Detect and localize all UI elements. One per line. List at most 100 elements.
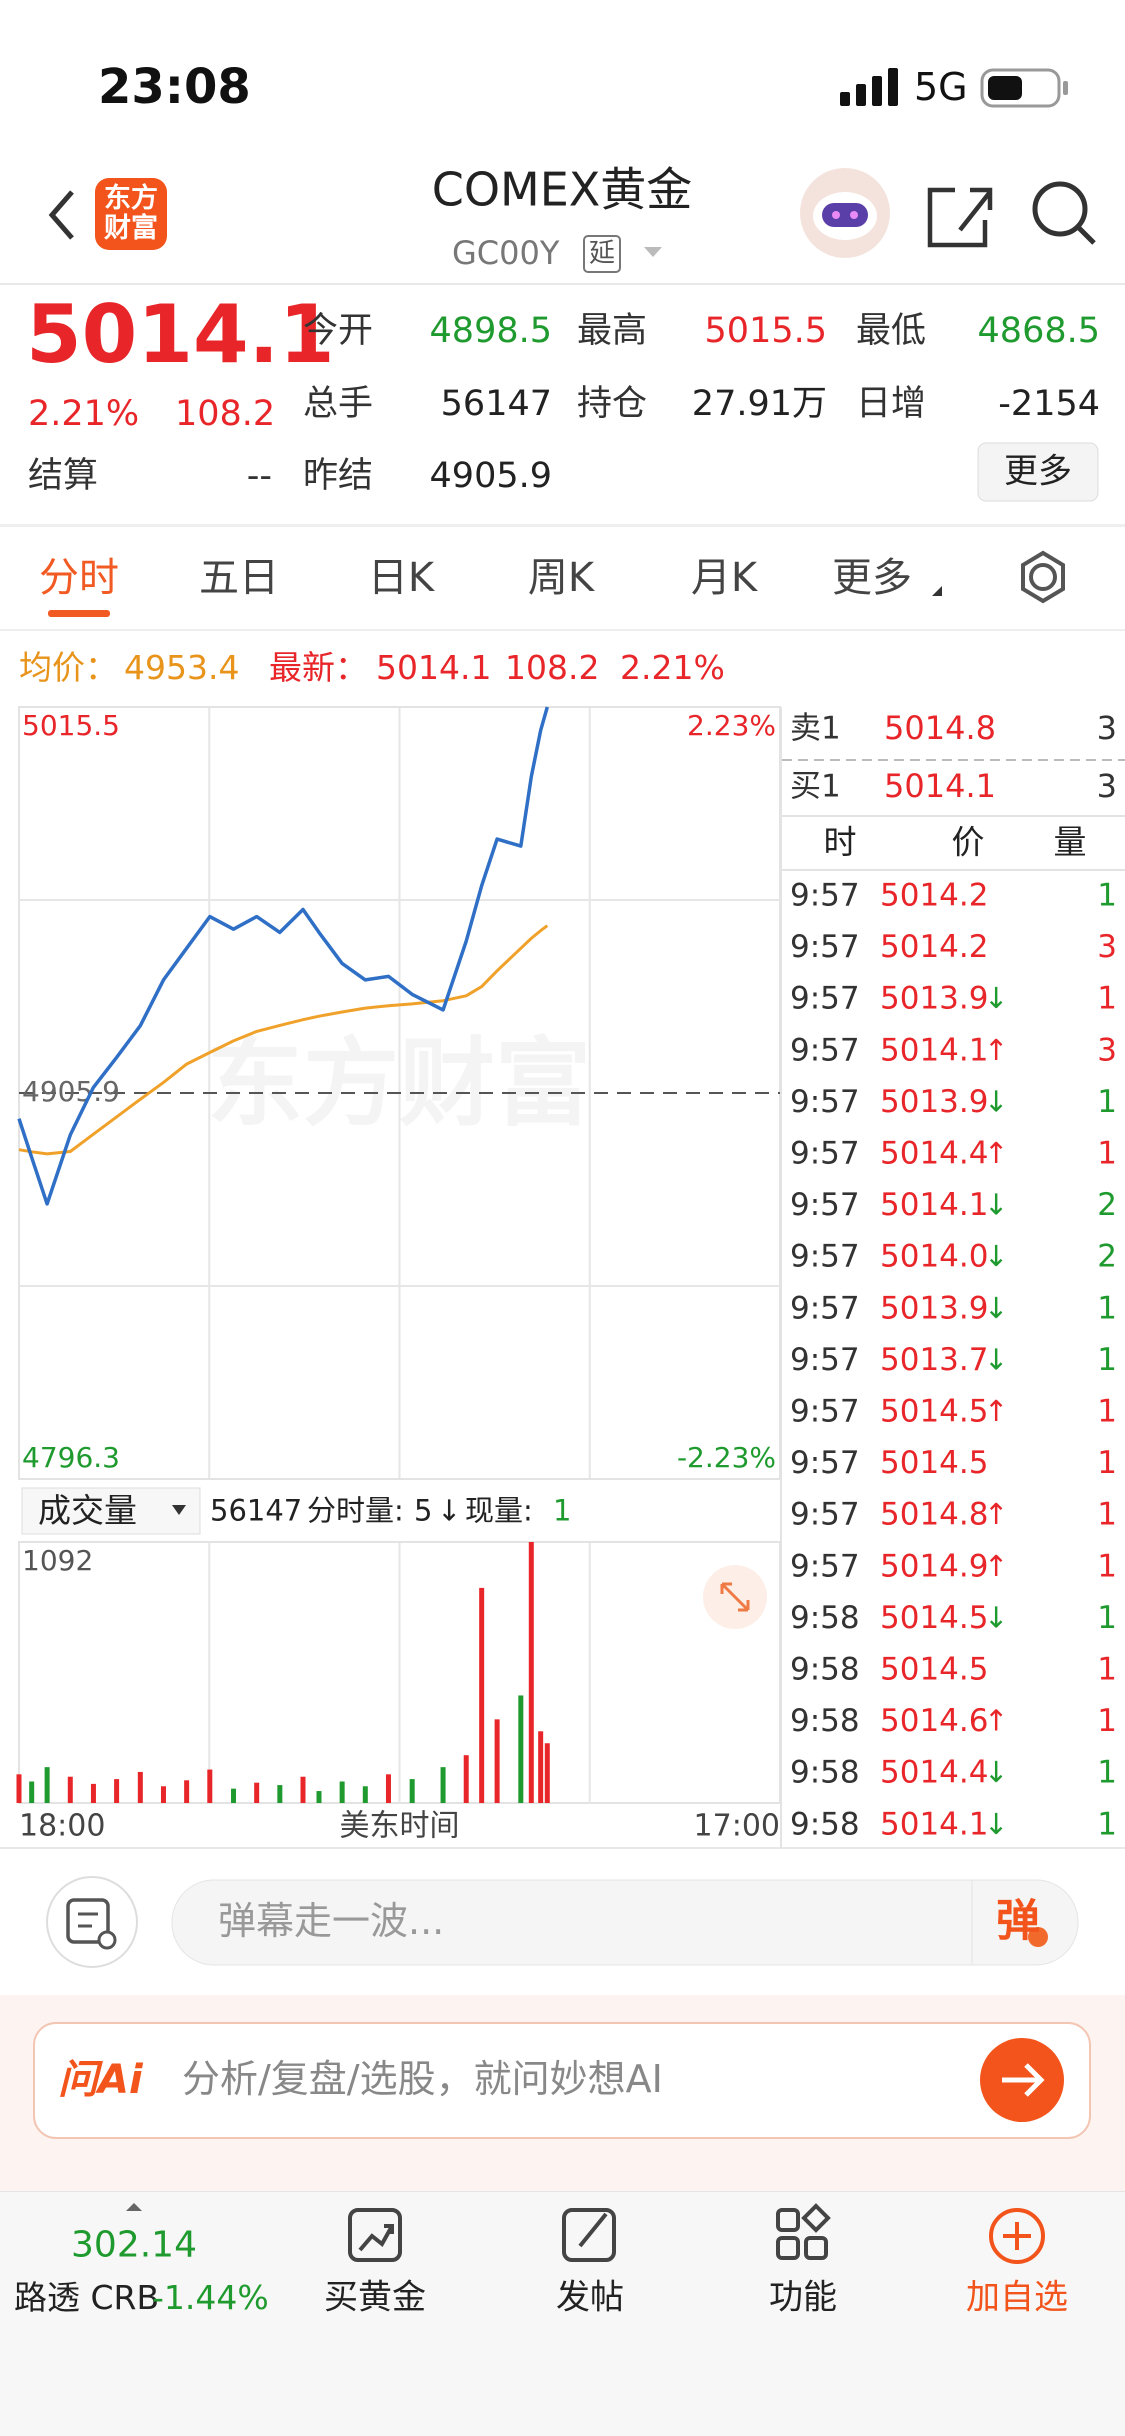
period-tab[interactable]: 月K [690,555,758,601]
trade-qty: 1 [1097,1497,1117,1533]
trade-time: 9:57 [790,1548,860,1584]
index-change[interactable]: -1.44% [152,2278,269,2318]
period-tab[interactable]: 更多 [832,555,912,601]
volume-bar [440,1767,446,1803]
comment-input[interactable] [171,1879,1079,1966]
signal-icon [840,68,898,106]
settle-label: 结算 [28,456,99,496]
comment-icon[interactable] [46,1876,138,1968]
trade-time: 9:57 [790,1394,860,1430]
trade-qty: 2 [1097,1239,1117,1275]
trade-time: 9:58 [790,1600,860,1636]
trade-price: 5014.5 [880,1445,988,1481]
ai-send-button[interactable] [980,2038,1064,2122]
field-label: 今开 [303,311,374,351]
battery-icon [980,68,1068,108]
post-icon[interactable] [562,2208,616,2262]
volume-bar [137,1771,143,1803]
tab-item[interactable]: 加自选 [966,2277,1068,2318]
trade-price: 5014.1 [880,1187,988,1223]
search-button[interactable] [1032,181,1096,245]
volume-bar [160,1786,166,1803]
back-button[interactable] [48,190,74,240]
x-tick-label: 18:00 [19,1809,105,1844]
index-value[interactable]: 302.14 [71,2224,197,2266]
buy-gold-icon[interactable] [348,2208,402,2262]
trade-arrow: ↑ [984,1549,1008,1583]
trade-arrow: ↑ [984,1497,1008,1531]
book-qty: 3 [1097,767,1117,805]
volume-bar [16,1774,22,1803]
change: 108.2 [175,394,276,434]
dropdown-caret[interactable] [644,247,662,257]
trade-arrow: ↓ [984,981,1008,1015]
trade-arrow: ↑ [984,1704,1008,1738]
comment-placeholder[interactable]: 弹幕走一波... [218,1899,445,1944]
avg-price: 4953.4 [124,648,240,688]
danmaku-button[interactable]: 弹 [996,1895,1040,1947]
delay-tag-box [583,235,621,273]
field-label: 最低 [856,311,927,351]
share-button[interactable] [927,187,993,248]
ai-placeholder[interactable]: 分析/复盘/选股，就问妙想AI [182,2057,663,2102]
more-button-box[interactable] [977,442,1099,502]
tab-item[interactable]: 功能 [769,2277,837,2318]
instrument-code: GC00Y [452,233,560,272]
trade-time: 9:57 [790,1342,860,1378]
trade-arrow: ↑ [984,1394,1008,1428]
danmaku-badge [1028,1927,1048,1947]
trade-qty: 1 [1097,1084,1117,1120]
current-volume: 1 [553,1493,572,1528]
volume-bar [409,1779,415,1803]
last-price: 5014.1 [26,288,335,381]
change-pct-info: 2.21% [620,648,725,688]
period-tab[interactable]: 日K [367,555,435,601]
assistant-avatar[interactable] [800,168,890,258]
watchlist-icon[interactable] [989,2208,1045,2264]
trade-qty: 1 [1097,1703,1117,1739]
ai-logo: 问Ai [58,2057,143,2103]
trade-price: 5014.2 [880,878,988,914]
book-qty: 3 [1097,709,1117,747]
last-label: 最新： [269,648,368,688]
trade-qty: 1 [1097,1290,1117,1326]
tab-item[interactable]: 买黄金 [324,2277,426,2318]
pct-label: 2.23% [687,709,776,742]
volume-bar [300,1776,306,1803]
volume-selector-label[interactable]: 成交量 [38,1491,137,1531]
expand-button[interactable] [703,1565,767,1629]
volume-bar [231,1788,237,1803]
trade-price: 5014.1 [880,1806,988,1842]
trade-time: 9:58 [790,1652,860,1688]
change-pct: 2.21% [28,394,140,434]
trade-time: 9:57 [790,1497,860,1533]
index-name[interactable]: 路透 CRB [14,2278,160,2318]
period-tab[interactable]: 周K [527,555,595,601]
trade-header: 价 [952,823,985,862]
volume-selector[interactable] [21,1487,201,1535]
field-value: -2154 [998,384,1100,424]
trade-time: 9:57 [790,1084,860,1120]
ai-input[interactable] [33,2022,1091,2139]
status-network: 5G [914,65,968,110]
trade-arrow: ↓ [984,1342,1008,1376]
period-tab[interactable]: 五日 [199,555,279,601]
trade-arrow: ↓ [984,1084,1008,1118]
period-tab[interactable]: 分时 [39,555,119,601]
tab-item[interactable]: 发帖 [556,2277,624,2318]
function-icon[interactable] [776,2203,831,2260]
y-tick-label: 4796.3 [22,1441,120,1474]
trade-price: 5014.0 [880,1239,988,1275]
trade-price: 5014.4 [880,1755,988,1791]
trade-time: 9:57 [790,1239,860,1275]
y-tick-label: 4905.9 [22,1075,120,1108]
interval-volume: 5 [414,1493,433,1528]
more-button[interactable]: 更多 [1004,451,1072,492]
settings-button[interactable] [1021,550,1065,604]
volume-bar [528,1542,534,1803]
settle-value: -- [246,456,272,496]
trade-price: 5014.2 [880,929,988,965]
trade-qty: 2 [1097,1187,1117,1223]
trade-arrow: ↓ [984,1755,1008,1789]
